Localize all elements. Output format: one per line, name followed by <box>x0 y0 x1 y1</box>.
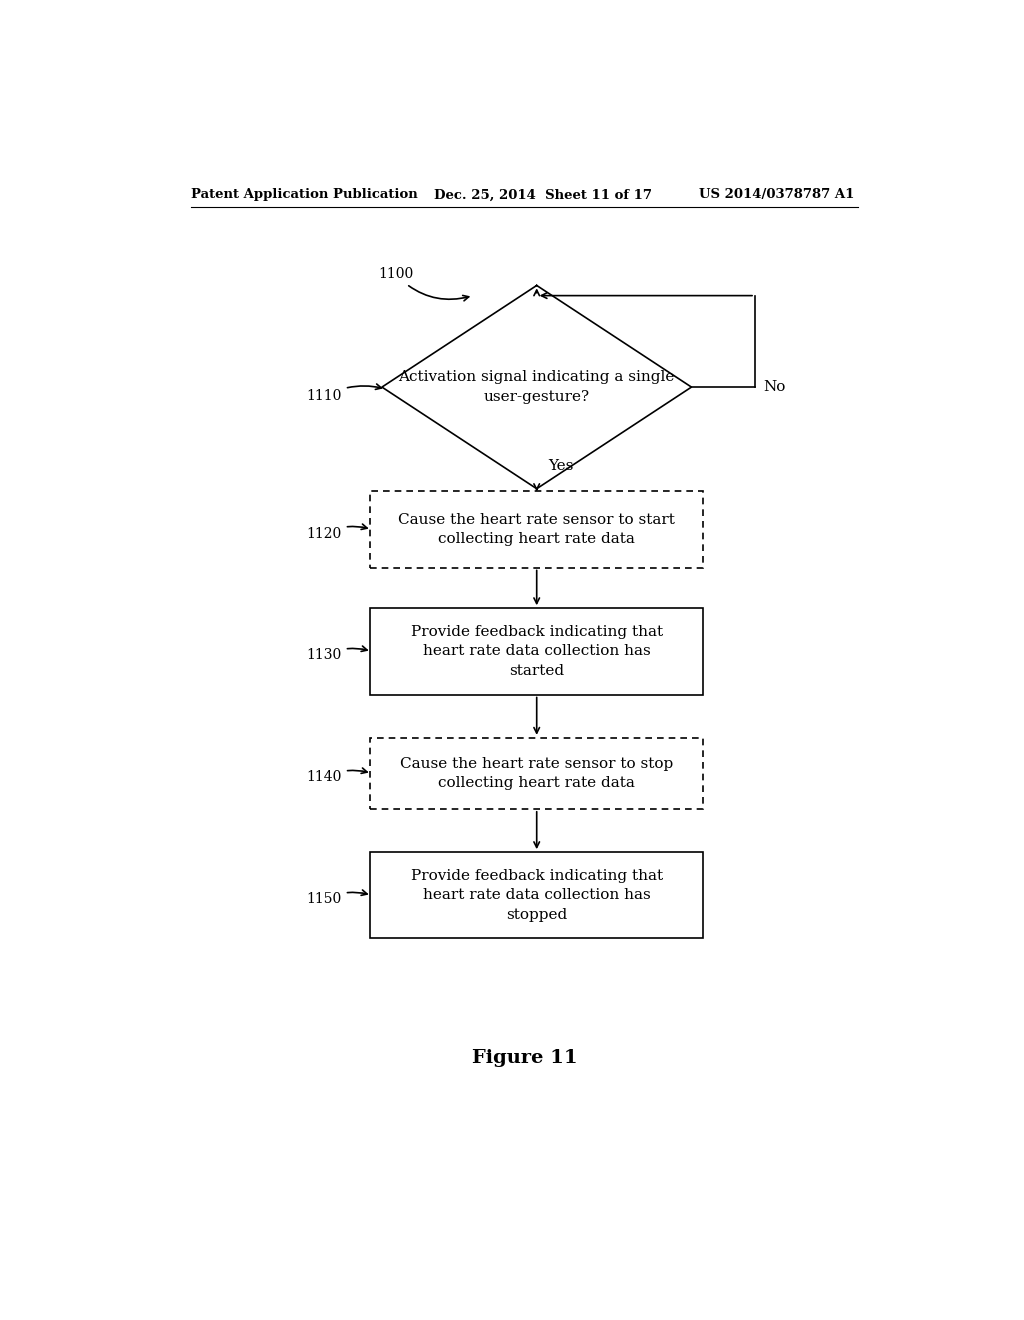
Text: Provide feedback indicating that
heart rate data collection has
stopped: Provide feedback indicating that heart r… <box>411 869 663 921</box>
Text: 1100: 1100 <box>378 268 469 301</box>
Text: 1150: 1150 <box>306 890 368 907</box>
Text: Dec. 25, 2014  Sheet 11 of 17: Dec. 25, 2014 Sheet 11 of 17 <box>433 189 651 202</box>
Text: Figure 11: Figure 11 <box>472 1049 578 1067</box>
Text: 1120: 1120 <box>306 524 368 540</box>
Text: 1130: 1130 <box>306 645 368 663</box>
Text: Activation signal indicating a single
user-gesture?: Activation signal indicating a single us… <box>398 371 675 404</box>
Text: Yes: Yes <box>549 459 574 474</box>
Text: 1140: 1140 <box>306 768 368 784</box>
Text: Provide feedback indicating that
heart rate data collection has
started: Provide feedback indicating that heart r… <box>411 624 663 678</box>
FancyBboxPatch shape <box>370 738 703 809</box>
Text: Cause the heart rate sensor to start
collecting heart rate data: Cause the heart rate sensor to start col… <box>398 512 675 546</box>
FancyBboxPatch shape <box>370 853 703 939</box>
Text: No: No <box>763 380 785 395</box>
Text: US 2014/0378787 A1: US 2014/0378787 A1 <box>699 189 855 202</box>
FancyBboxPatch shape <box>370 609 703 694</box>
Text: Patent Application Publication: Patent Application Publication <box>191 189 418 202</box>
Text: Cause the heart rate sensor to stop
collecting heart rate data: Cause the heart rate sensor to stop coll… <box>400 756 674 791</box>
FancyBboxPatch shape <box>370 491 703 568</box>
Text: 1110: 1110 <box>306 384 381 404</box>
